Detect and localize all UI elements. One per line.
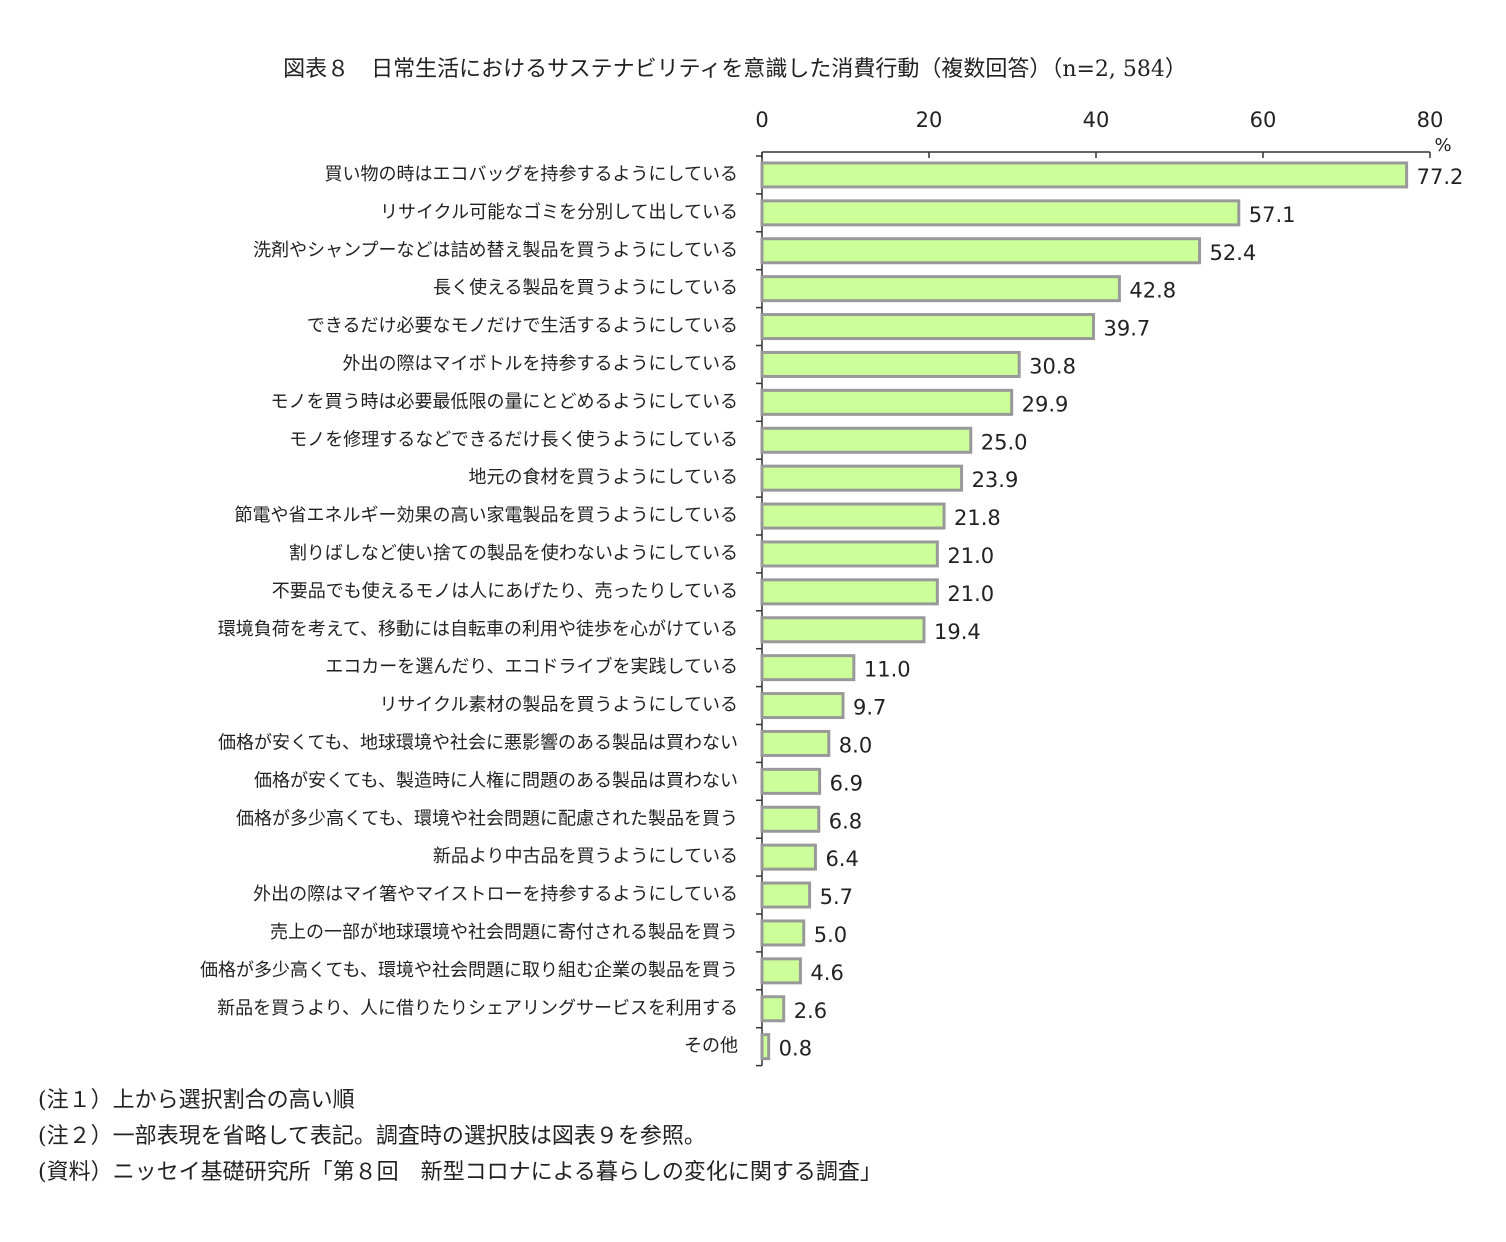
bar bbox=[760, 350, 1021, 378]
bar bbox=[760, 805, 821, 833]
category-label: 洗剤やシャンプーなどは詰め替え製品を買うようにしている bbox=[253, 240, 738, 261]
category-label: 長く使える製品を買うようにしている bbox=[433, 278, 738, 299]
x-tick-label: 20 bbox=[916, 108, 943, 132]
bar bbox=[760, 275, 1121, 303]
note: (注１）上から選択割合の高い順 bbox=[38, 1088, 355, 1113]
value-label: 5.0 bbox=[814, 923, 847, 947]
category-label: できるだけ必要なモノだけで生活するようにしている bbox=[307, 316, 738, 337]
value-label: 0.8 bbox=[779, 1037, 812, 1061]
value-label: 29.9 bbox=[1022, 392, 1069, 416]
bar bbox=[760, 919, 806, 947]
value-label: 4.6 bbox=[810, 961, 843, 985]
category-label: モノを買う時は必要最低限の量にとどめるようにしている bbox=[271, 391, 738, 412]
bar bbox=[760, 616, 926, 644]
category-label: 売上の一部が地球環境や社会問題に寄付される製品を買う bbox=[270, 922, 738, 943]
category-label: 節電や省エネルギー効果の高い家電製品を買うようにしている bbox=[235, 505, 738, 526]
category-label: 割りばしなど使い捨ての製品を使わないようにしている bbox=[289, 543, 738, 564]
category-label: モノを修理するなどできるだけ長く使うようにしている bbox=[289, 429, 738, 450]
value-label: 11.0 bbox=[864, 658, 911, 682]
category-label: 環境負荷を考えて、移動には自転車の利用や徒歩を心がけている bbox=[218, 619, 738, 640]
category-label: 価格が多少高くても、環境や社会問題に配慮された製品を買う bbox=[236, 808, 738, 829]
note: (注２）一部表現を省略して表記。調査時の選択肢は図表９を参照。 bbox=[38, 1124, 706, 1149]
value-label: 19.4 bbox=[934, 620, 981, 644]
category-label: その他 bbox=[684, 1036, 738, 1057]
x-tick-label: 60 bbox=[1250, 108, 1277, 132]
value-label: 8.0 bbox=[839, 733, 872, 757]
axis-unit: % bbox=[1434, 135, 1451, 156]
x-tick-label: 40 bbox=[1083, 108, 1110, 132]
bar bbox=[760, 729, 831, 757]
bar bbox=[760, 957, 802, 985]
value-label: 2.6 bbox=[794, 999, 827, 1023]
value-label: 6.8 bbox=[829, 809, 862, 833]
category-label: 新品を買うより、人に借りたりシェアリングサービスを利用する bbox=[217, 998, 738, 1019]
value-label: 9.7 bbox=[853, 696, 886, 720]
bar bbox=[760, 540, 939, 568]
bar bbox=[760, 161, 1409, 189]
category-label: リサイクル可能なゴミを分別して出している bbox=[380, 202, 738, 223]
value-label: 21.0 bbox=[947, 582, 994, 606]
bar bbox=[760, 237, 1202, 265]
bar bbox=[760, 388, 1014, 416]
bar bbox=[760, 843, 817, 871]
value-label: 39.7 bbox=[1103, 317, 1150, 341]
x-tick-label: 0 bbox=[755, 108, 768, 132]
bar bbox=[760, 881, 812, 909]
bar bbox=[760, 426, 973, 454]
category-label: 外出の際はマイボトルを持参するようにしている bbox=[343, 353, 738, 374]
value-label: 57.1 bbox=[1249, 203, 1296, 227]
category-label: 買い物の時はエコバッグを持参するようにしている bbox=[325, 164, 738, 185]
bar bbox=[760, 692, 845, 720]
category-label: リサイクル素材の製品を買うようにしている bbox=[379, 695, 738, 716]
bar bbox=[760, 995, 786, 1023]
bar bbox=[760, 578, 939, 606]
value-label: 21.0 bbox=[947, 544, 994, 568]
bar bbox=[760, 1033, 771, 1061]
category-label: 価格が安くても、地球環境や社会に悪影響のある製品は買わない bbox=[218, 732, 738, 753]
value-label: 6.9 bbox=[830, 771, 863, 795]
bar bbox=[760, 767, 822, 795]
bar bbox=[760, 199, 1241, 227]
chart-title: 図表８ 日常生活におけるサステナビリティを意識した消費行動（複数回答）（n=2,… bbox=[283, 57, 1187, 82]
value-label: 23.9 bbox=[972, 468, 1019, 492]
bar bbox=[760, 654, 856, 682]
value-label: 77.2 bbox=[1417, 165, 1464, 189]
category-label: 外出の際はマイ箸やマイストローを持参するようにしている bbox=[253, 884, 738, 905]
category-label: 価格が安くても、製造時に人権に問題のある製品は買わない bbox=[254, 770, 738, 791]
category-label: 地元の食材を買うようにしている bbox=[469, 467, 738, 488]
x-tick-label: 80 bbox=[1417, 108, 1444, 132]
value-label: 30.8 bbox=[1029, 354, 1076, 378]
category-label: 不要品でも使えるモノは人にあげたり、売ったりしている bbox=[272, 581, 738, 602]
value-label: 5.7 bbox=[820, 885, 853, 909]
category-label: 価格が多少高くても、環境や社会問題に取り組む企業の製品を買う bbox=[200, 960, 738, 981]
bar bbox=[760, 464, 964, 492]
category-label: 新品より中古品を買うようにしている bbox=[433, 846, 738, 867]
value-label: 52.4 bbox=[1210, 241, 1257, 265]
bar bbox=[760, 502, 946, 530]
value-label: 25.0 bbox=[981, 430, 1028, 454]
value-label: 21.8 bbox=[954, 506, 1001, 530]
value-label: 6.4 bbox=[825, 847, 858, 871]
value-label: 42.8 bbox=[1129, 279, 1176, 303]
note: (資料）ニッセイ基礎研究所「第８回 新型コロナによる暮らしの変化に関する調査」 bbox=[38, 1160, 882, 1185]
bar bbox=[760, 313, 1095, 341]
category-label: エコカーを選んだり、エコドライブを実践している bbox=[325, 656, 738, 678]
